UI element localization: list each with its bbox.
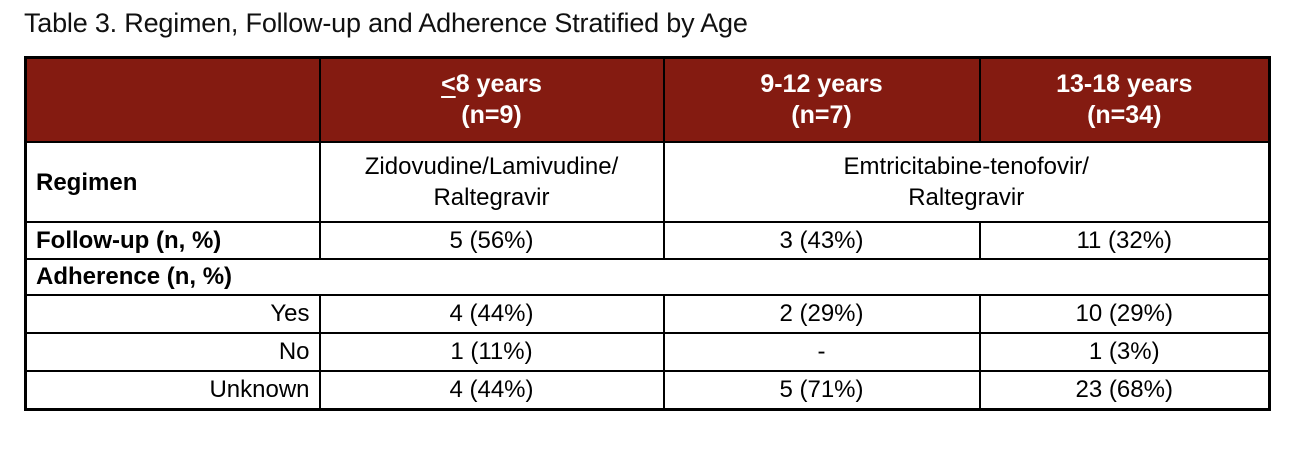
adherence-label: Adherence (n, %) xyxy=(24,258,1271,296)
adherence-row-no: No 1 (11%) - 1 (3%) xyxy=(24,332,1271,372)
adherence-unknown-13-18-value: 23 (68%) xyxy=(978,370,1271,411)
header-cell-age-13-18: 13-18 years (n=34) xyxy=(978,56,1271,143)
header-cell-empty xyxy=(24,56,321,143)
header-age-9-12-label: 9-12 years xyxy=(760,70,883,98)
table-header-row: <8 years (n=9) 9-12 years (n=7) 13-18 ye… xyxy=(24,56,1271,143)
followup-le8-value: 5 (56%) xyxy=(318,221,665,260)
followup-13-18-value: 11 (32%) xyxy=(978,221,1271,260)
header-age-13-18-label: 13-18 years xyxy=(1056,70,1193,98)
followup-row: Follow-up (n, %) 5 (56%) 3 (43%) 11 (32%… xyxy=(24,221,1271,260)
header-age-13-18-n: (n=34) xyxy=(1087,101,1162,129)
adherence-header-row: Adherence (n, %) xyxy=(24,258,1271,296)
adherence-no-le8-value: 1 (11%) xyxy=(318,332,665,372)
adherence-row-yes: Yes 4 (44%) 2 (29%) 10 (29%) xyxy=(24,294,1271,334)
adherence-unknown-label: Unknown xyxy=(24,370,321,411)
adherence-yes-9-12-value: 2 (29%) xyxy=(662,294,981,334)
less-equal-sign: < xyxy=(441,70,456,98)
regimen-label: Regimen xyxy=(24,141,321,223)
adherence-no-9-12-value: - xyxy=(662,332,981,372)
age-stratified-table: <8 years (n=9) 9-12 years (n=7) 13-18 ye… xyxy=(24,56,1271,411)
adherence-yes-le8-value: 4 (44%) xyxy=(318,294,665,334)
regimen-le8-cell: Zidovudine/Lamivudine/ Raltegravir xyxy=(318,141,665,223)
header-age-9-12-n: (n=7) xyxy=(791,101,852,129)
adherence-yes-13-18-value: 10 (29%) xyxy=(978,294,1271,334)
followup-9-12-value: 3 (43%) xyxy=(662,221,981,260)
adherence-unknown-9-12-value: 5 (71%) xyxy=(662,370,981,411)
adherence-row-unknown: Unknown 4 (44%) 5 (71%) 23 (68%) xyxy=(24,370,1271,411)
adherence-unknown-le8-value: 4 (44%) xyxy=(318,370,665,411)
table-title: Table 3. Regimen, Follow-up and Adherenc… xyxy=(24,8,748,38)
header-cell-age-9-12: 9-12 years (n=7) xyxy=(662,56,981,143)
adherence-no-13-18-value: 1 (3%) xyxy=(978,332,1271,372)
header-cell-age-le8: <8 years (n=9) xyxy=(318,56,665,143)
regimen-9-18-cell: Emtricitabine-tenofovir/ Raltegravir xyxy=(662,141,1271,223)
adherence-yes-label: Yes xyxy=(24,294,321,334)
followup-label: Follow-up (n, %) xyxy=(24,221,321,260)
adherence-no-label: No xyxy=(24,332,321,372)
header-age-le8-n: (n=9) xyxy=(461,101,522,129)
header-age-le8-label: <8 years xyxy=(441,70,542,98)
regimen-row: Regimen Zidovudine/Lamivudine/ Raltegrav… xyxy=(24,141,1271,223)
